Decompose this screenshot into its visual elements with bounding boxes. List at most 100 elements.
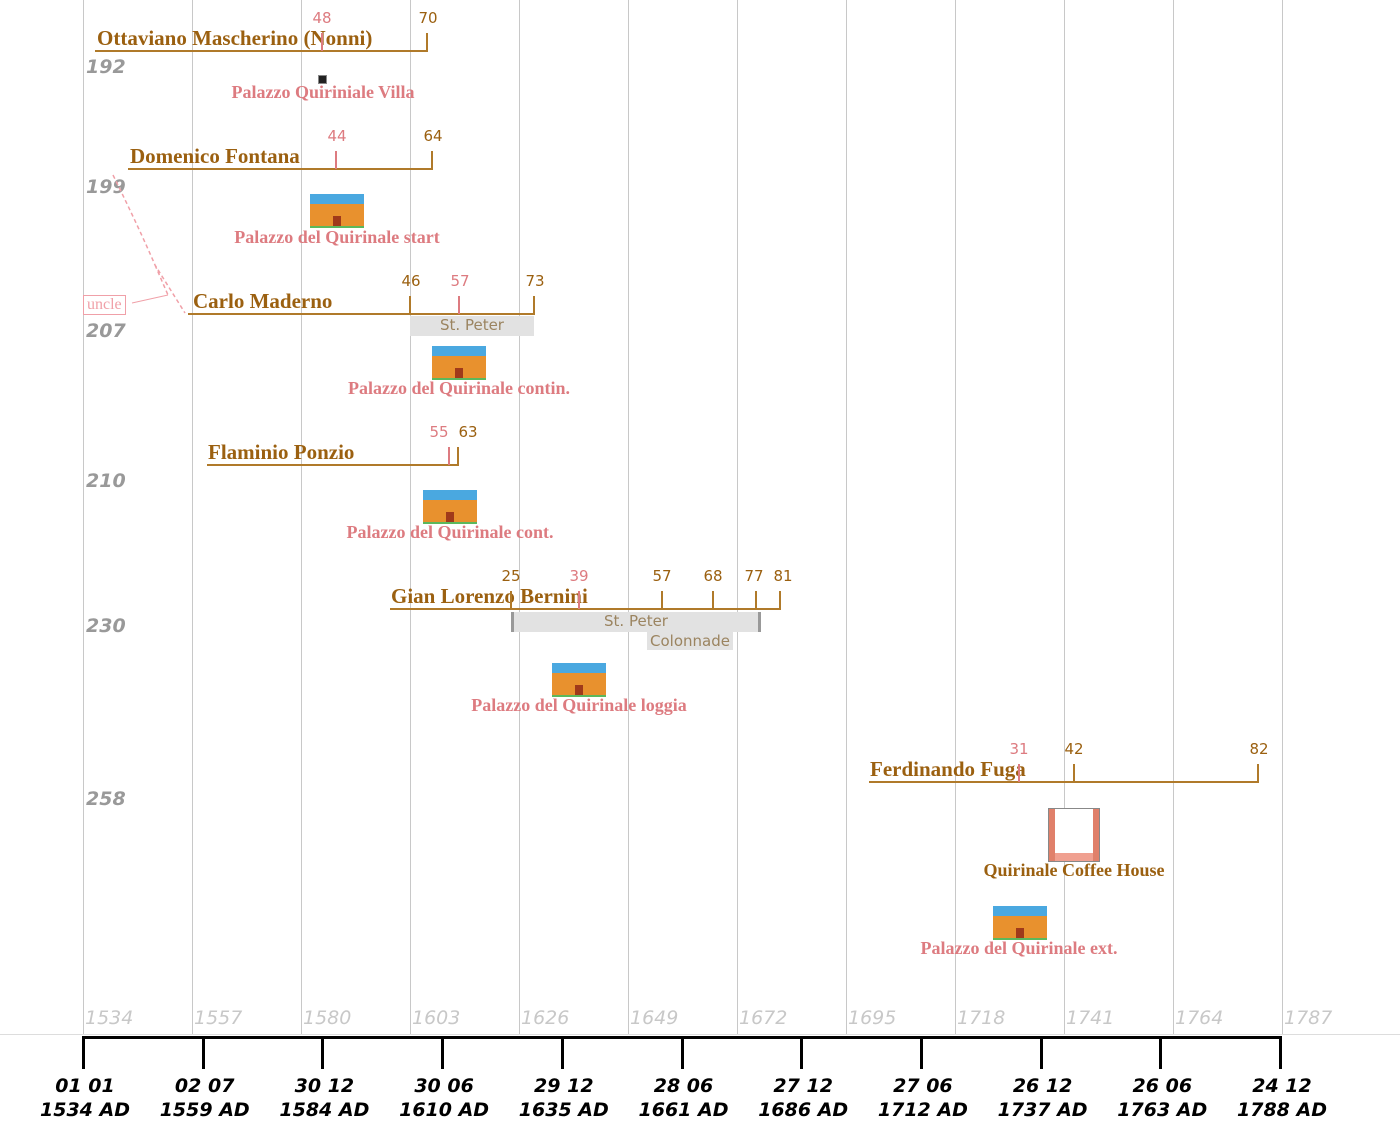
- row-number: 210: [86, 470, 126, 492]
- event-tick: [578, 591, 580, 609]
- age-label: 55: [429, 423, 449, 441]
- year-label: 1534: [85, 1007, 134, 1029]
- year-label: 1741: [1066, 1007, 1115, 1029]
- year-label: 1626: [521, 1007, 570, 1029]
- axis-date: 30 12: [294, 1075, 355, 1097]
- axis-tick: [1039, 1036, 1043, 1069]
- axis-date-label: 27 06 1712 AD: [878, 1074, 968, 1122]
- row-number: 258: [86, 788, 126, 810]
- axis-tick: [919, 1036, 923, 1069]
- person-name: Flaminio Ponzio: [208, 440, 355, 464]
- gridline: [192, 0, 193, 1034]
- relation-connector: [112, 174, 186, 314]
- axis-year: 1559 AD: [159, 1099, 250, 1121]
- axis-date-label: 02 07 1559 AD: [160, 1074, 250, 1122]
- year-label: 1580: [303, 1007, 352, 1029]
- palace-icon: [310, 194, 364, 228]
- axis-date: 30 06: [414, 1075, 474, 1097]
- gridline: [410, 0, 411, 1034]
- event-tick: [712, 591, 714, 609]
- axis-date-label: 24 12 1788 AD: [1237, 1074, 1327, 1122]
- age-label: 63: [458, 423, 478, 441]
- death-tick: [779, 591, 781, 609]
- axis-year: 1610 AD: [399, 1099, 490, 1121]
- axis-date: 02 07: [174, 1075, 235, 1097]
- lifespan-bar: [128, 168, 433, 170]
- year-label: 1787: [1284, 1007, 1333, 1029]
- axis-date: 27 06: [893, 1075, 953, 1097]
- event-label: Palazzo del Quirinale ext.: [920, 938, 1118, 958]
- axis-year: 1635 AD: [518, 1099, 609, 1121]
- lifespan-bar: [188, 313, 535, 315]
- villa-icon: [318, 75, 327, 84]
- gridline: [1173, 0, 1174, 1034]
- lifespan-bar: [207, 464, 459, 466]
- gridline: [628, 0, 629, 1034]
- event-tick: [1018, 764, 1020, 782]
- axis-tick: [800, 1036, 804, 1069]
- palace-icon: [423, 490, 477, 524]
- person-name: Ottaviano Mascherino (Nonni): [97, 26, 373, 50]
- event-tick: [321, 33, 323, 51]
- lifespan-bar: [95, 50, 428, 52]
- age-label: 44: [327, 127, 347, 145]
- relation-label: uncle: [83, 295, 126, 315]
- age-label: 25: [501, 567, 521, 585]
- event-tick: [458, 296, 460, 314]
- axis-date-label: 29 12 1635 AD: [519, 1074, 609, 1122]
- age-label: 46: [401, 272, 421, 290]
- axis-year: 1661 AD: [638, 1099, 729, 1121]
- palace-icon: [993, 906, 1047, 940]
- axis-year: 1788 AD: [1237, 1099, 1327, 1121]
- row-number: 192: [86, 56, 126, 78]
- axis-year: 1534 AD: [40, 1099, 130, 1121]
- year-label: 1718: [957, 1007, 1006, 1029]
- year-label: 1695: [848, 1007, 897, 1029]
- axis-date: 24 12: [1252, 1075, 1312, 1097]
- axis-tick: [201, 1036, 205, 1069]
- year-label: 1764: [1175, 1007, 1224, 1029]
- event-tick: [1073, 764, 1075, 782]
- gridline: [1282, 0, 1283, 1034]
- lifespan-bar: [869, 781, 1259, 783]
- year-label: 1603: [412, 1007, 461, 1029]
- event-label: Palazzo del Quirinale cont.: [346, 522, 554, 542]
- age-label: 77: [744, 567, 764, 585]
- axis-tick: [1159, 1036, 1163, 1069]
- axis-date-label: 30 06 1610 AD: [399, 1074, 489, 1122]
- gridline: [301, 0, 302, 1034]
- event-label: Quirinale Coffee House: [983, 860, 1165, 880]
- lifespan-bar: [390, 608, 781, 610]
- axis-year: 1763 AD: [1117, 1099, 1208, 1121]
- age-label: 82: [1249, 740, 1269, 758]
- event-label: Palazzo Quiriniale Villa: [231, 82, 415, 102]
- work-bar: St. Peter: [511, 612, 761, 632]
- event-label: Palazzo del Quirinale start: [234, 227, 440, 247]
- axis-tick: [441, 1036, 445, 1069]
- coffee-house-icon: [1048, 808, 1100, 862]
- person-name: Carlo Maderno: [193, 289, 333, 313]
- gridline: [519, 0, 520, 1034]
- axis-date: 01 01: [55, 1075, 115, 1097]
- axis-year: 1584 AD: [279, 1099, 370, 1121]
- person-name: Gian Lorenzo Bernini: [391, 584, 588, 608]
- age-label: 31: [1009, 740, 1029, 758]
- axis-tick: [560, 1036, 564, 1069]
- event-label: Palazzo del Quirinale loggia: [471, 695, 687, 715]
- death-tick: [457, 447, 459, 465]
- axis-date: 29 12: [534, 1075, 594, 1097]
- axis-date: 26 12: [1012, 1075, 1073, 1097]
- event-label: Palazzo del Quirinale contin.: [348, 378, 570, 398]
- gridline: [83, 0, 84, 1034]
- death-tick: [533, 296, 535, 314]
- axis-date: 28 06: [653, 1075, 714, 1097]
- person-name: Ferdinando Fuga: [870, 757, 1026, 781]
- age-label: 48: [312, 9, 332, 27]
- death-tick: [426, 33, 428, 51]
- axis-tick: [321, 1036, 325, 1069]
- year-label: 1557: [194, 1007, 243, 1029]
- death-tick: [1257, 764, 1259, 782]
- work-bar: St. Peter: [410, 316, 534, 336]
- palace-icon: [552, 663, 606, 697]
- event-tick: [661, 591, 663, 609]
